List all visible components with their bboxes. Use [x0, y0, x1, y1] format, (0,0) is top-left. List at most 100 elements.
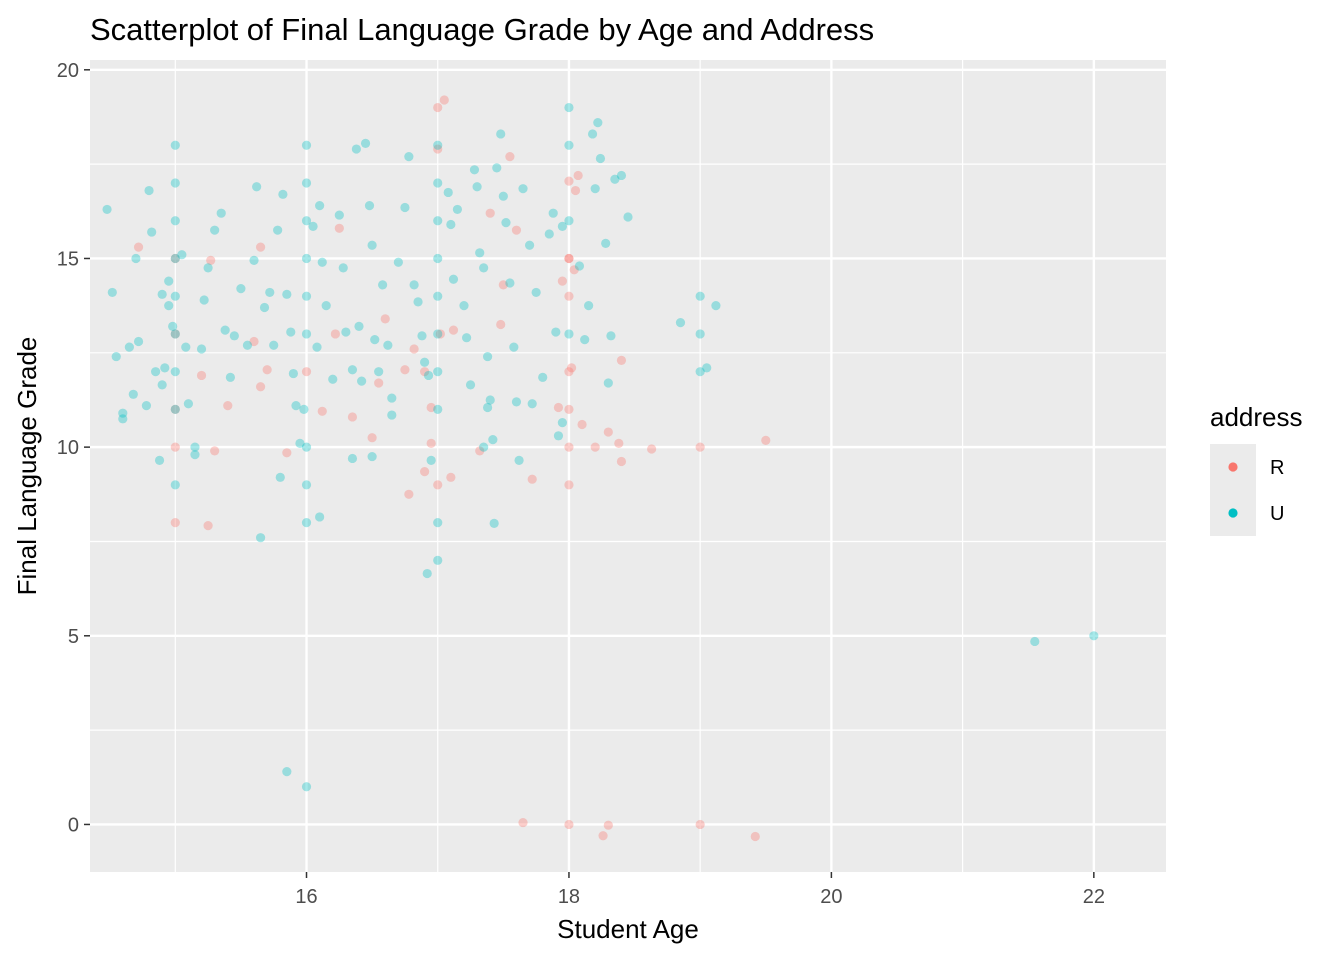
point-U	[259, 302, 270, 313]
point-U	[548, 208, 558, 218]
y-tick-label: 10	[57, 437, 79, 459]
point-R	[196, 370, 207, 381]
legend-title: address	[1210, 402, 1303, 432]
point-U	[426, 455, 436, 465]
point-U	[459, 301, 469, 311]
point-U	[393, 257, 403, 267]
point-U	[242, 340, 253, 350]
point-R	[496, 319, 506, 330]
point-U	[107, 287, 117, 298]
point-U	[154, 455, 165, 465]
point-U	[423, 370, 434, 381]
point-U	[564, 102, 574, 113]
point-R	[262, 365, 272, 375]
point-R	[347, 412, 358, 422]
point-R	[330, 329, 340, 339]
point-U	[422, 568, 432, 579]
point-U	[269, 340, 279, 350]
point-U	[387, 410, 397, 420]
point-U	[518, 184, 528, 194]
point-U	[465, 380, 476, 390]
point-R	[564, 176, 574, 186]
point-U	[564, 140, 574, 150]
point-U	[147, 227, 157, 237]
point-R	[255, 382, 266, 392]
point-U	[275, 472, 285, 482]
point-U	[606, 331, 616, 341]
point-R	[249, 336, 259, 347]
point-R	[203, 521, 213, 531]
point-U	[265, 287, 275, 298]
point-U	[295, 438, 305, 448]
point-U	[601, 238, 611, 248]
point-U	[364, 201, 375, 211]
point-U	[301, 329, 312, 339]
point-U	[524, 240, 535, 250]
point-R	[564, 253, 574, 264]
x-axis-ticks: 16 18 20 22	[295, 872, 1105, 908]
y-tick-label: 15	[57, 248, 79, 270]
point-R	[400, 365, 410, 375]
x-tick-label: 22	[1083, 886, 1105, 908]
point-U	[278, 189, 288, 199]
point-U	[157, 380, 167, 390]
point-U	[170, 480, 180, 490]
point-R	[566, 363, 577, 373]
point-R	[761, 435, 771, 445]
point-U	[102, 204, 112, 215]
point-U	[479, 442, 489, 452]
point-U	[160, 363, 170, 373]
legend-entries: RU	[1210, 444, 1284, 536]
point-R	[317, 406, 327, 416]
point-R	[564, 404, 574, 414]
point-R	[448, 325, 459, 335]
point-R	[616, 456, 627, 467]
point-U	[557, 418, 567, 428]
point-U	[118, 408, 128, 418]
point-R	[170, 518, 180, 528]
point-R	[170, 329, 180, 339]
point-U	[553, 431, 564, 441]
point-R	[426, 402, 436, 413]
point-R	[695, 819, 705, 830]
point-U	[574, 261, 585, 271]
point-U	[1089, 631, 1099, 641]
point-U	[301, 782, 312, 792]
point-R	[603, 820, 613, 830]
point-R	[334, 223, 344, 233]
point-U	[485, 395, 495, 405]
point-U	[551, 327, 561, 337]
point-U	[584, 301, 594, 311]
point-U	[334, 210, 344, 220]
point-U	[354, 321, 364, 331]
point-U	[301, 480, 312, 490]
point-U	[469, 165, 480, 175]
point-U	[181, 342, 191, 352]
chart-title: Scatterplot of Final Language Grade by A…	[90, 12, 874, 47]
point-U	[514, 455, 524, 465]
point-U	[347, 365, 358, 375]
point-U	[488, 434, 498, 445]
point-U	[360, 138, 371, 148]
x-tick-label: 20	[820, 886, 842, 908]
point-U	[347, 453, 358, 464]
point-R	[426, 438, 436, 448]
point-R	[598, 831, 608, 841]
point-R	[485, 208, 495, 218]
point-U	[157, 289, 167, 299]
point-U	[462, 333, 472, 343]
point-U	[443, 187, 453, 198]
point-U	[378, 280, 388, 290]
point-U	[170, 178, 180, 188]
point-U	[702, 363, 712, 373]
point-U	[133, 336, 144, 347]
point-R	[439, 95, 449, 105]
point-R	[206, 255, 216, 265]
point-U	[164, 301, 174, 311]
point-U	[282, 289, 292, 299]
point-U	[170, 140, 180, 150]
point-U	[144, 185, 154, 196]
point-R	[435, 329, 445, 339]
point-U	[351, 144, 361, 154]
